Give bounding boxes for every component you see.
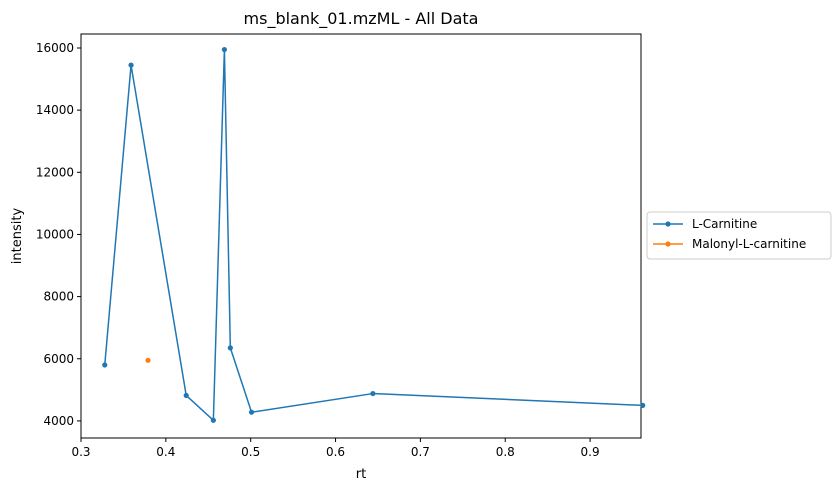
x-tick-label: 0.5 bbox=[241, 445, 260, 459]
y-tick-label: 6000 bbox=[43, 352, 74, 366]
data-point-l-carnitine bbox=[102, 362, 108, 368]
y-tick-label: 8000 bbox=[43, 290, 74, 304]
x-tick-label: 0.6 bbox=[326, 445, 345, 459]
data-point-l-carnitine bbox=[227, 345, 233, 351]
data-point-l-carnitine bbox=[640, 402, 646, 408]
data-point-l-carnitine bbox=[370, 390, 376, 397]
x-axis-ticks: 0.3 0.4 0.5 0.6 0.7 0.8 0.9 bbox=[71, 438, 600, 459]
plot-area bbox=[80, 33, 642, 439]
y-axis-ticks: 4000 6000 8000 10000 12000 14000 16000 bbox=[36, 41, 81, 428]
x-axis-label: rt bbox=[356, 467, 366, 482]
data-point-l-carnitine bbox=[221, 46, 227, 53]
x-tick-label: 0.4 bbox=[156, 445, 175, 459]
x-tick-label: 0.7 bbox=[411, 445, 430, 459]
x-tick-label: 0.3 bbox=[71, 445, 90, 459]
legend-frame bbox=[646, 211, 832, 260]
legend-label: Malonyl-L-carnitine bbox=[692, 237, 806, 251]
series-layer bbox=[102, 46, 646, 423]
y-tick-label: 12000 bbox=[36, 165, 74, 179]
x-tick-label: 0.8 bbox=[496, 445, 515, 459]
legend-marker bbox=[665, 241, 671, 247]
data-point-l-carnitine bbox=[183, 392, 189, 399]
data-point-l-carnitine bbox=[128, 62, 134, 68]
y-tick-label: 10000 bbox=[36, 227, 74, 241]
y-axis-label: intensity bbox=[10, 208, 25, 265]
legend-label: L-Carnitine bbox=[692, 217, 757, 231]
y-tick-label: 14000 bbox=[36, 103, 74, 117]
legend: L-Carnitine Malonyl-L-carnitine bbox=[646, 211, 832, 260]
data-point-l-carnitine bbox=[210, 417, 216, 423]
data-point-malonyl-l-carnitine bbox=[145, 357, 151, 363]
y-tick-label: 16000 bbox=[36, 41, 74, 55]
legend-marker bbox=[665, 221, 671, 227]
y-tick-label: 4000 bbox=[43, 414, 74, 428]
data-point-l-carnitine bbox=[248, 409, 255, 415]
chart-title: ms_blank_01.mzML - All Data bbox=[244, 9, 479, 29]
x-tick-label: 0.9 bbox=[581, 445, 600, 459]
